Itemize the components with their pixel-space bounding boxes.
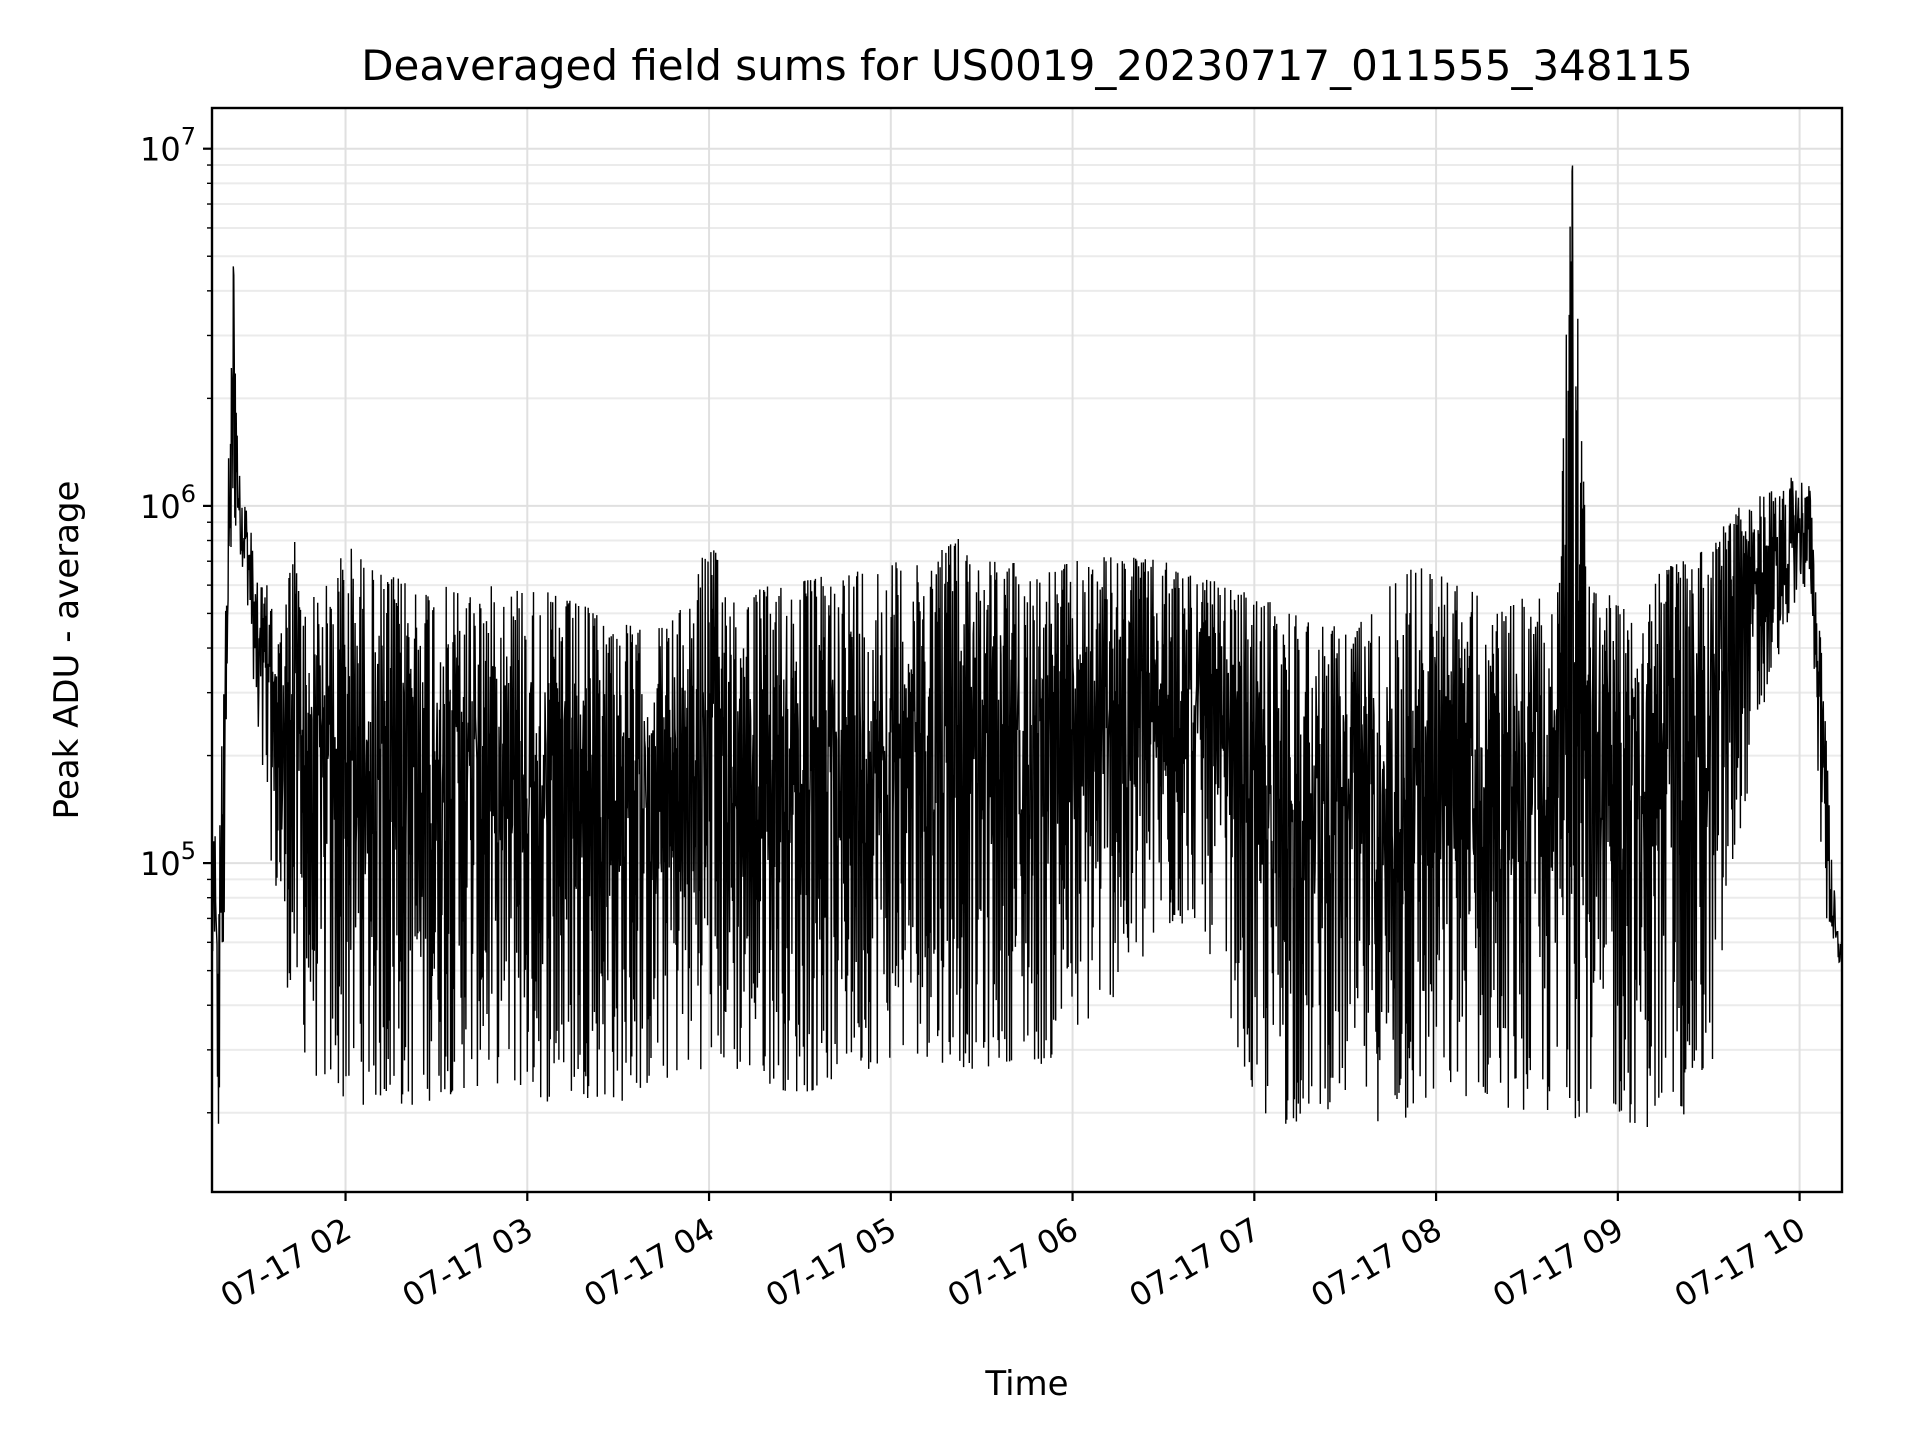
plot-area-frame: [210, 106, 1844, 1194]
series-line: [212, 165, 1842, 1128]
y-tick-label: 106: [140, 480, 196, 526]
y-axis-label: Peak ADU - average: [47, 481, 87, 820]
y-tick-label: 107: [140, 123, 196, 169]
y-tick-label: 105: [140, 837, 196, 883]
series-layer: [212, 165, 1842, 1128]
chart-title: Deaveraged field sums for US0019_2023071…: [361, 41, 1693, 90]
x-axis-label: Time: [984, 1364, 1068, 1404]
